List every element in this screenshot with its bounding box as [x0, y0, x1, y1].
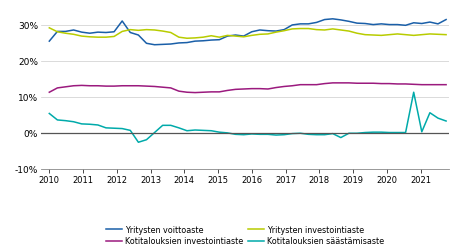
- Legend: Yritysten voittoaste, Kotitalouksien investointiaste, Yritysten investointiaste,: Yritysten voittoaste, Kotitalouksien inv…: [106, 225, 385, 245]
